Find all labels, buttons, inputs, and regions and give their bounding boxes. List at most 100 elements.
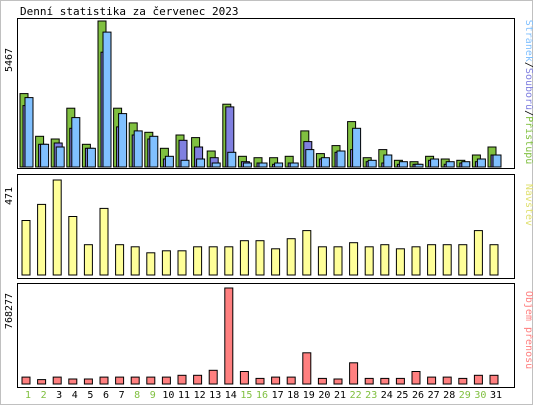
bar-objem-day-9 xyxy=(146,376,156,385)
x-tick-day-31: 31 xyxy=(490,390,502,401)
x-tick-day-10: 10 xyxy=(162,390,174,401)
x-tick-day-27: 27 xyxy=(428,390,440,401)
x-tick-day-24: 24 xyxy=(381,390,393,401)
bar-navstev-day-16 xyxy=(255,240,265,276)
bar-navstev-day-13 xyxy=(208,246,218,276)
bar-objem-day-19 xyxy=(302,352,312,385)
bar-navstev-day-15 xyxy=(239,240,249,276)
bar-stranek-day-7 xyxy=(118,113,128,168)
bar-navstev-day-5 xyxy=(83,244,93,276)
bar-objem-day-20 xyxy=(317,377,327,385)
bar-navstev-day-11 xyxy=(177,250,187,276)
x-tick-day-19: 19 xyxy=(303,390,315,401)
bar-objem-day-5 xyxy=(83,378,93,385)
x-tick-day-13: 13 xyxy=(209,390,221,401)
x-tick-day-5: 5 xyxy=(87,390,93,401)
bar-navstev-day-25 xyxy=(395,248,405,276)
bar-stranek-day-28 xyxy=(445,161,455,168)
bar-stranek-day-27 xyxy=(430,158,440,168)
bar-objem-day-3 xyxy=(52,376,62,385)
bar-navstev-day-6 xyxy=(99,207,109,276)
bar-objem-day-14 xyxy=(224,287,234,385)
bar-objem-day-18 xyxy=(286,376,296,385)
panel-traffic: 5467 Stránek/Souborů/Přístupů xyxy=(4,18,533,169)
legend-souboru: Souborů xyxy=(523,68,533,110)
bar-objem-day-7 xyxy=(115,376,125,385)
visits-bars xyxy=(21,179,499,276)
bar-navstev-day-22 xyxy=(349,242,359,276)
bar-stranek-day-31 xyxy=(492,154,502,168)
bar-navstev-day-8 xyxy=(130,246,140,276)
bar-stranek-day-20 xyxy=(320,157,330,168)
bar-navstev-day-9 xyxy=(146,252,156,276)
bar-stranek-day-18 xyxy=(289,162,299,168)
bar-stranek-day-3 xyxy=(55,146,65,168)
bar-stranek-day-5 xyxy=(86,147,96,168)
legend-separator: / xyxy=(523,62,533,68)
bar-stranek-day-15 xyxy=(242,162,252,168)
bar-objem-day-13 xyxy=(208,369,218,385)
x-tick-day-30: 30 xyxy=(474,390,486,401)
bar-objem-day-15 xyxy=(239,371,249,385)
bar-stranek-day-17 xyxy=(274,162,284,168)
bar-objem-day-25 xyxy=(395,377,405,385)
bar-navstev-day-19 xyxy=(302,230,312,276)
x-tick-day-15: 15 xyxy=(240,390,252,401)
x-tick-day-2: 2 xyxy=(41,390,47,401)
x-tick-day-1: 1 xyxy=(25,390,31,401)
bar-navstev-day-2 xyxy=(37,203,47,276)
bar-navstev-day-10 xyxy=(161,250,171,276)
x-tick-day-22: 22 xyxy=(350,390,362,401)
bar-navstev-day-3 xyxy=(52,179,62,276)
bar-navstev-day-31 xyxy=(489,244,499,276)
bar-objem-day-17 xyxy=(271,376,281,385)
bar-navstev-day-28 xyxy=(442,244,452,276)
bar-navstev-day-30 xyxy=(473,230,483,276)
volume-bars xyxy=(21,287,499,385)
x-tick-day-11: 11 xyxy=(178,390,190,401)
bar-objem-day-29 xyxy=(458,377,468,385)
legend-separator: / xyxy=(523,110,533,116)
bar-stranek-day-22 xyxy=(352,127,362,168)
x-tick-day-17: 17 xyxy=(272,390,284,401)
bar-objem-day-12 xyxy=(193,374,203,385)
bar-stranek-day-10 xyxy=(164,155,174,168)
bar-stranek-day-8 xyxy=(133,130,143,168)
bar-stranek-day-16 xyxy=(258,162,268,168)
traffic-legend-text: Stránek/Souborů/Přístupů xyxy=(523,20,533,165)
x-tick-day-7: 7 xyxy=(119,390,125,401)
bar-stranek-day-14 xyxy=(227,151,237,168)
panel-visits: 471 Návštěv xyxy=(4,174,533,279)
bar-objem-day-22 xyxy=(349,362,359,385)
x-tick-day-14: 14 xyxy=(225,390,237,401)
bar-navstev-day-17 xyxy=(271,248,281,276)
bar-objem-day-2 xyxy=(37,379,47,385)
bar-objem-day-27 xyxy=(427,376,437,385)
bar-objem-day-10 xyxy=(161,376,171,385)
bar-stranek-day-4 xyxy=(71,117,81,168)
legend-stranek: Stránek xyxy=(523,20,533,62)
bar-stranek-day-2 xyxy=(40,143,50,168)
bar-objem-day-1 xyxy=(21,376,31,385)
bar-stranek-day-21 xyxy=(336,150,346,168)
bar-stranek-day-9 xyxy=(149,135,159,168)
x-tick-day-18: 18 xyxy=(287,390,299,401)
bar-navstev-day-26 xyxy=(411,246,421,276)
volume-max-label: 768277 xyxy=(4,293,15,329)
bar-objem-day-6 xyxy=(99,376,109,385)
bar-stranek-day-26 xyxy=(414,163,424,168)
traffic-max-label: 5467 xyxy=(4,48,15,72)
bar-objem-day-21 xyxy=(333,378,343,385)
x-tick-day-8: 8 xyxy=(134,390,140,401)
x-tick-day-29: 29 xyxy=(459,390,471,401)
traffic-bars xyxy=(19,20,502,168)
bar-navstev-day-20 xyxy=(317,246,327,276)
bar-stranek-day-12 xyxy=(196,158,206,168)
bar-navstev-day-12 xyxy=(193,246,203,276)
bar-stranek-day-19 xyxy=(305,149,315,168)
volume-legend: Objem přenosů xyxy=(523,291,533,369)
bar-navstev-day-24 xyxy=(380,244,390,276)
visits-legend: Návštěv xyxy=(523,184,533,226)
